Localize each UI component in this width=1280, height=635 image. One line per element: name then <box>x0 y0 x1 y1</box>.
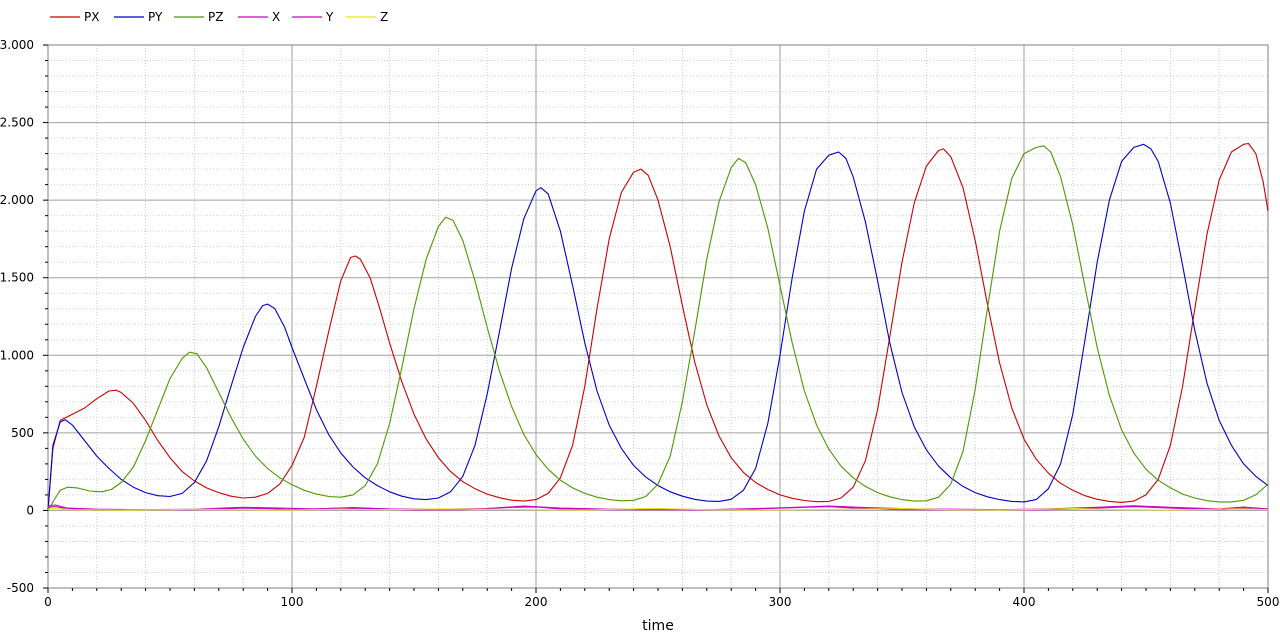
y-tick-label: 1.500 <box>0 271 34 285</box>
y-tick-label: 500 <box>11 426 34 440</box>
plot-area <box>47 44 1269 589</box>
series-line-px <box>47 142 1269 511</box>
legend-label-pz: PZ <box>208 10 223 24</box>
y-tick-label: 2.000 <box>0 193 34 207</box>
legend: PX PY PZ X Y Z <box>50 10 388 24</box>
legend-label-y: Y <box>325 10 334 24</box>
minor-grid <box>48 45 1268 588</box>
x-tick-label: 500 <box>1257 595 1280 609</box>
major-grid <box>48 45 1268 588</box>
y-tick-label: 0 <box>26 503 34 517</box>
legend-label-py: PY <box>148 10 163 24</box>
legend-label-x: X <box>272 10 280 24</box>
x-tick-label: 200 <box>525 595 548 609</box>
x-tick-label: 100 <box>281 595 304 609</box>
legend-label-z: Z <box>380 10 388 24</box>
series-line-pz <box>47 145 1269 511</box>
y-axis: -500 0 500 1.000 1.500 2.000 2.500 3.000 <box>0 38 48 595</box>
series-line-py <box>47 143 1269 511</box>
x-tick-label: 0 <box>44 595 52 609</box>
x-tick-label: 400 <box>1013 595 1036 609</box>
y-tick-label: 3.000 <box>0 38 34 52</box>
series-line-z <box>47 508 1269 511</box>
x-axis-title: time <box>642 618 674 634</box>
x-axis: 0 100 200 300 400 500 <box>44 588 1279 609</box>
x-tick-label: 300 <box>769 595 792 609</box>
y-tick-label: 1.000 <box>0 348 34 362</box>
y-tick-label: 2.500 <box>0 116 34 130</box>
series-layer <box>47 142 1269 511</box>
y-tick-label: -500 <box>7 581 34 595</box>
legend-label-px: PX <box>84 10 99 24</box>
